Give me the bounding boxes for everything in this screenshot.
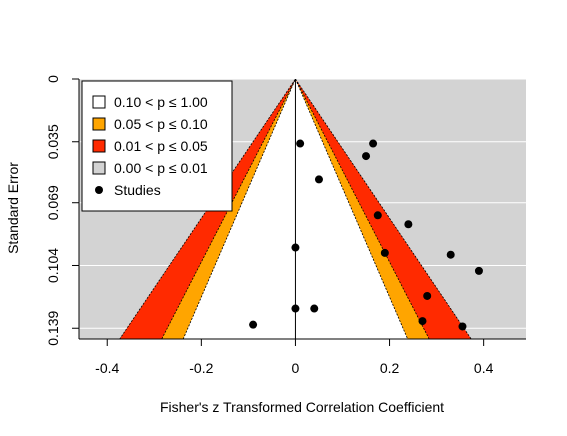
study-point-1: [369, 139, 378, 148]
legend-label-0: 0.10 < p ≤ 1.00: [114, 94, 208, 110]
study-point-8: [446, 250, 455, 259]
legend-marker-4: [95, 186, 103, 194]
x-tick-label-3: 0.2: [380, 360, 400, 376]
study-point-9: [474, 266, 483, 275]
study-point-14: [458, 322, 467, 331]
study-point-7: [380, 248, 389, 257]
study-point-11: [291, 304, 300, 313]
legend-label-2: 0.01 < p ≤ 0.05: [114, 138, 208, 154]
y-tick-label-4: 0.139: [45, 311, 61, 346]
legend-label-4: Studies: [114, 182, 161, 198]
y-tick-label-1: 0.035: [45, 124, 61, 159]
study-point-10: [423, 291, 432, 300]
legend-box: [81, 80, 233, 212]
legend-swatch-3: [92, 161, 106, 175]
study-point-0: [296, 139, 305, 148]
x-tick-label-4: 0.4: [474, 360, 494, 376]
legend-label-1: 0.05 < p ≤ 0.10: [114, 116, 208, 132]
legend: 0.10 < p ≤ 1.00 0.05 < p ≤ 0.10 0.01 < p ≤…: [81, 80, 233, 212]
x-tick-label-2: 0: [292, 360, 300, 376]
legend-swatch-2: [92, 139, 106, 153]
y-tick-label-2: 0.069: [45, 185, 61, 220]
study-point-12: [310, 304, 319, 313]
study-point-3: [314, 175, 323, 184]
legend-label-3: 0.00 < p ≤ 0.01: [114, 160, 208, 176]
study-point-4: [373, 211, 382, 220]
study-points: [249, 139, 483, 331]
x-tick-label-0: -0.4: [95, 360, 119, 376]
legend-swatch-0: [92, 95, 106, 109]
axes: Fisher's z Transformed Correlation Coeff…: [5, 75, 526, 415]
x-tick-label-1: -0.2: [189, 360, 213, 376]
study-point-13: [418, 317, 427, 326]
study-point-6: [291, 243, 300, 252]
study-point-2: [362, 152, 371, 161]
y-tick-label-3: 0.104: [45, 248, 61, 283]
study-point-5: [404, 220, 413, 229]
plot-area: [79, 78, 526, 339]
y-tick-label-0: 0: [45, 75, 61, 83]
y-axis-title: Standard Error: [5, 162, 21, 254]
study-point-15: [249, 320, 258, 329]
x-axis-title: Fisher's z Transformed Correlation Coeff…: [160, 399, 444, 415]
legend-swatch-1: [92, 117, 106, 131]
